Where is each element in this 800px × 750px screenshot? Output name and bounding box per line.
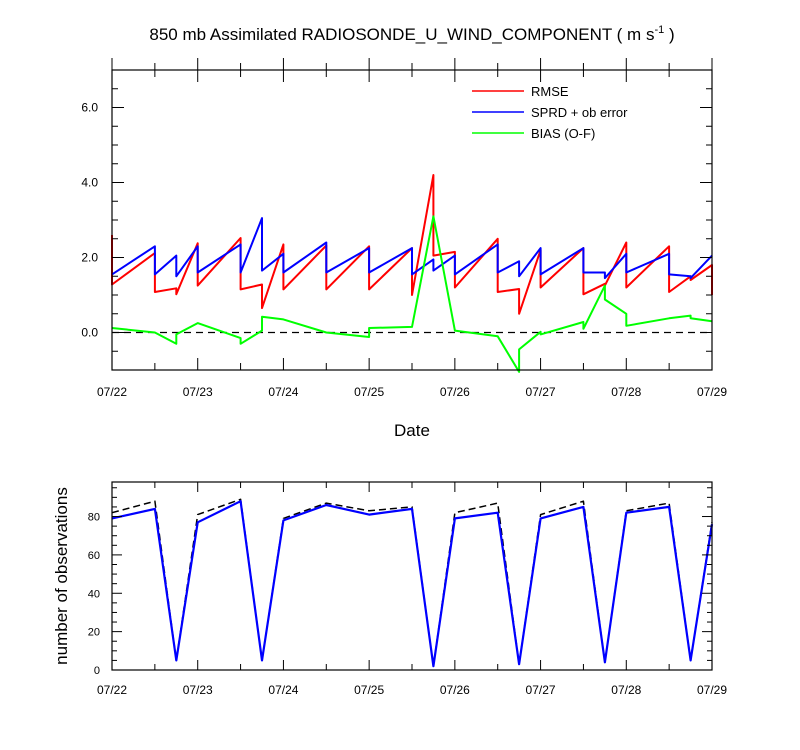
bottom-plot-y-tick-labels: 0 20 40 60 80 <box>88 512 100 677</box>
chart-title: 850 mb Assimilated RADIOSONDE_U_WIND_COM… <box>149 24 674 44</box>
chart-title-superscript: -1 <box>654 24 664 36</box>
bottom-plot-frame <box>111 481 713 671</box>
x-tick-label: 07/24 <box>268 385 298 399</box>
y-tick-label: 80 <box>88 512 100 524</box>
legend-label-sprd: SPRD + ob error <box>531 105 628 120</box>
legend: RMSE SPRD + ob error BIAS (O-F) <box>472 84 628 141</box>
bottom-plot: 07/22 07/23 07/24 07/25 07/26 07/27 07/28 07/29… <box>52 481 727 697</box>
top-plot-y-tick-labels: 0.0 2.0 4.0 6.0 <box>81 101 98 340</box>
bottom-plot-y-axis-label: number of observations <box>52 487 71 665</box>
x-tick-label: 07/24 <box>268 683 298 697</box>
x-tick-label: 07/28 <box>611 683 641 697</box>
top-plot-x-tick-labels: 07/22 07/23 07/24 07/25 07/26 07/27 07/28 07/29 <box>97 385 727 399</box>
top-plot: 07/22 07/23 07/24 07/25 07/26 07/27 07/28 07/29… <box>81 58 727 440</box>
top-plot-series <box>111 174 713 373</box>
y-tick-label: 2.0 <box>81 251 98 265</box>
x-tick-label: 07/27 <box>526 683 556 697</box>
y-tick-label: 0.0 <box>81 326 98 340</box>
x-tick-label: 07/26 <box>440 385 470 399</box>
legend-label-rmse: RMSE <box>531 84 569 99</box>
chart-title-close: ) <box>664 25 674 44</box>
series-line-sprd-ob-error <box>111 217 713 280</box>
y-tick-label: 20 <box>88 627 100 639</box>
obs-line-assimilated <box>111 500 714 668</box>
x-tick-label: 07/26 <box>440 683 470 697</box>
y-tick-label: 6.0 <box>81 101 98 115</box>
x-tick-label: 07/29 <box>697 385 727 399</box>
x-tick-label: 07/22 <box>97 385 127 399</box>
bottom-plot-ticks <box>111 482 713 671</box>
series-line-bias-o-f <box>111 215 713 373</box>
y-tick-label: 60 <box>88 550 100 562</box>
y-tick-label: 0 <box>94 665 100 677</box>
x-tick-label: 07/23 <box>183 683 213 697</box>
x-tick-label: 07/28 <box>611 385 641 399</box>
x-tick-label: 07/25 <box>354 683 384 697</box>
x-tick-label: 07/23 <box>183 385 213 399</box>
top-plot-x-axis-label: Date <box>394 421 430 440</box>
bottom-plot-series <box>111 498 714 668</box>
obs-line-possible <box>111 498 713 667</box>
x-tick-label: 07/27 <box>526 385 556 399</box>
x-tick-label: 07/22 <box>97 683 127 697</box>
top-plot-frame <box>111 69 713 371</box>
chart-title-main: 850 mb Assimilated RADIOSONDE_U_WIND_COM… <box>149 25 654 44</box>
legend-label-bias: BIAS (O-F) <box>531 126 595 141</box>
series-line-rmse <box>111 174 713 315</box>
x-tick-label: 07/29 <box>697 683 727 697</box>
y-tick-label: 4.0 <box>81 176 98 190</box>
y-tick-label: 40 <box>88 588 100 600</box>
top-plot-ticks <box>111 58 713 371</box>
bottom-plot-x-tick-labels: 07/22 07/23 07/24 07/25 07/26 07/27 07/28 07/29 <box>97 683 727 697</box>
x-tick-label: 07/25 <box>354 385 384 399</box>
